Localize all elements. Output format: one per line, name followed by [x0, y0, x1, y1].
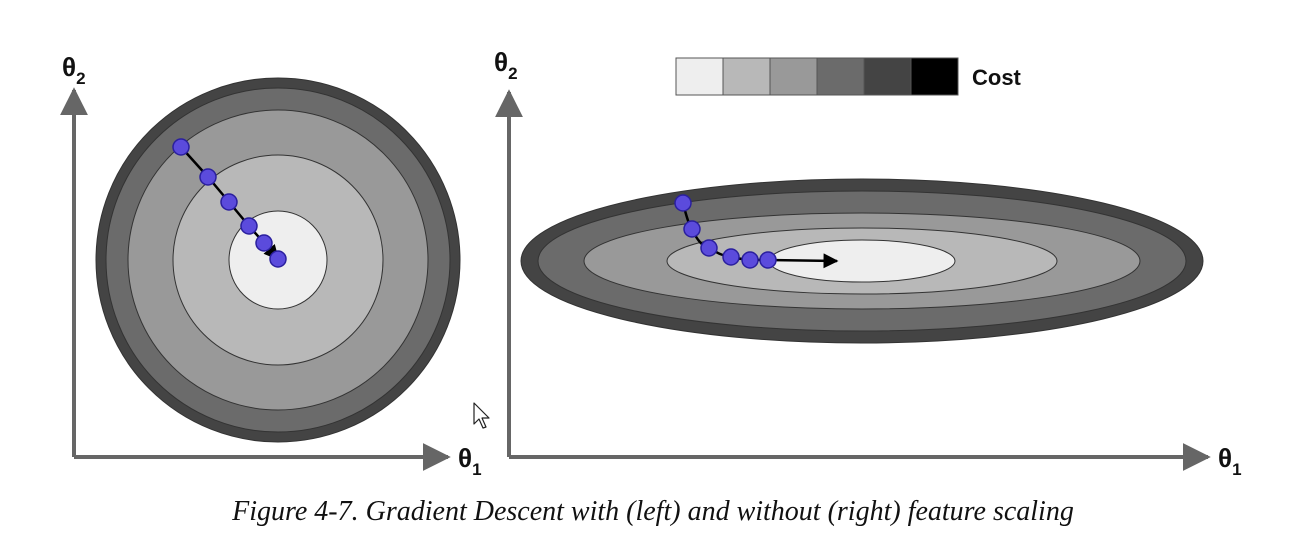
left-x-subscript: 1 — [472, 460, 481, 479]
legend-swatches — [675, 57, 959, 96]
left-step-point — [172, 138, 190, 156]
left-x-axis-label: θ1 — [458, 443, 482, 479]
right-panel: θ2 θ1 — [494, 47, 1242, 479]
left-x-symbol: θ — [458, 443, 472, 473]
left-y-axis-label: θ2 — [62, 52, 86, 88]
left-step-point — [269, 250, 287, 268]
cost-legend: Cost — [675, 57, 1022, 96]
figure-caption: Figure 4-7. Gradient Descent with (left)… — [232, 496, 1074, 527]
legend-label: Cost — [972, 65, 1022, 90]
legend-swatch — [722, 57, 771, 96]
left-step-point — [199, 168, 217, 186]
legend-swatch — [910, 57, 959, 96]
right-x-symbol: θ — [1218, 443, 1232, 473]
left-step-point — [240, 217, 258, 235]
right-step-point — [741, 251, 759, 269]
left-y-symbol: θ — [62, 52, 76, 82]
mouse-pointer-icon — [473, 402, 490, 429]
right-step-point — [700, 239, 718, 257]
left-panel: θ2 θ1 — [60, 52, 482, 479]
right-x-subscript: 1 — [1232, 460, 1241, 479]
right-y-axis-label: θ2 — [494, 47, 518, 83]
right-y-symbol: θ — [494, 47, 508, 77]
legend-swatch — [675, 57, 724, 96]
right-step-point — [683, 220, 701, 238]
left-step-point — [255, 234, 273, 252]
left-y-subscript: 2 — [76, 69, 85, 88]
right-step-point — [722, 248, 740, 266]
right-contours — [520, 178, 1204, 344]
left-step-point — [220, 193, 238, 211]
legend-swatch — [863, 57, 912, 96]
right-descent-points — [674, 194, 777, 269]
right-x-axis-label: θ1 — [1218, 443, 1242, 479]
left-descent-points — [172, 138, 287, 268]
legend-swatch — [769, 57, 818, 96]
legend-swatch — [816, 57, 865, 96]
right-step-point — [759, 251, 777, 269]
right-y-subscript: 2 — [508, 64, 517, 83]
right-step-point — [674, 194, 692, 212]
